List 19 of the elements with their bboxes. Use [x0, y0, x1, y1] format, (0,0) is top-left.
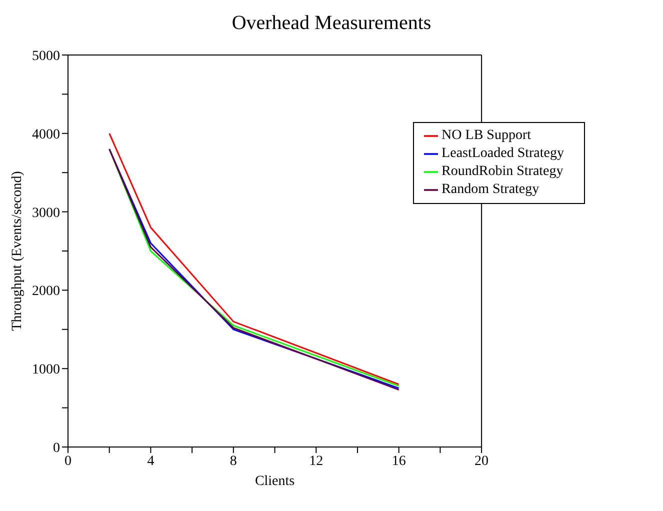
- y-tick-label: 1000: [32, 362, 60, 378]
- x-tick-label: 0: [64, 454, 72, 469]
- x-tick-label: 20: [474, 454, 489, 469]
- legend-label: LeastLoaded Strategy: [442, 146, 564, 161]
- y-tick-label: 2000: [32, 284, 60, 300]
- y-tick-label: 3000: [32, 206, 60, 221]
- legend-label: RoundRobin Strategy: [442, 164, 564, 179]
- chart-title: Overhead Measurements: [230, 12, 432, 36]
- x-axis-title: Clients: [254, 474, 295, 489]
- x-tick-label: 12: [309, 454, 324, 469]
- x-tick-label: 4: [147, 454, 154, 469]
- legend-label: Random Strategy: [442, 182, 540, 197]
- x-tick-label: 8: [230, 454, 237, 469]
- y-tick-label: 5000: [32, 48, 60, 64]
- legend-label: NO LB Support: [442, 128, 531, 143]
- y-axis-title: Throughput (Events/second): [10, 170, 25, 331]
- x-tick-label: 16: [392, 454, 406, 469]
- y-tick-label: 0: [53, 440, 60, 456]
- y-tick-label: 4000: [32, 127, 60, 142]
